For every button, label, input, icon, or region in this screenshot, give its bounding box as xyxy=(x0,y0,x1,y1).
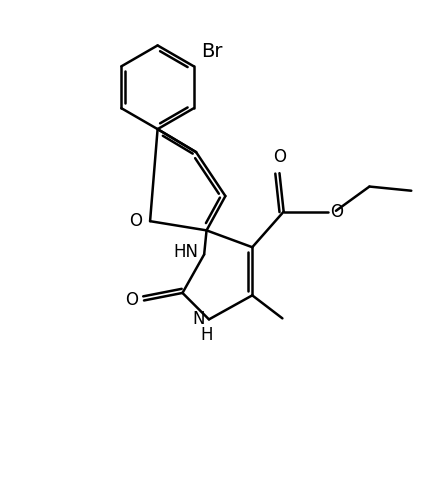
Text: O: O xyxy=(130,212,142,230)
Text: O: O xyxy=(331,203,343,221)
Text: Br: Br xyxy=(201,42,223,61)
Text: N: N xyxy=(192,311,205,328)
Text: HN: HN xyxy=(173,243,198,261)
Text: O: O xyxy=(273,148,286,166)
Text: H: H xyxy=(201,326,213,344)
Text: O: O xyxy=(125,291,138,310)
